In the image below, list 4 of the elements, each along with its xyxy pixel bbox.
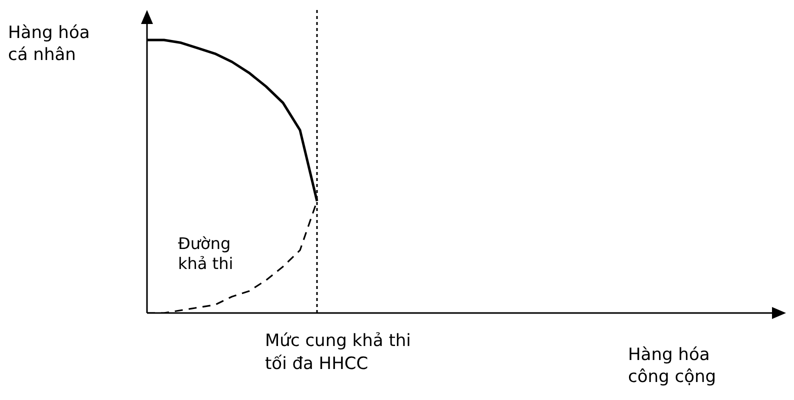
- y-axis-title: Hàng hóa cá nhân: [8, 22, 91, 66]
- annotation: Đường khả thi: [178, 234, 234, 274]
- text: Mức cung khả thi tối đa HHCC: [265, 330, 412, 376]
- x-axis-title: Hàng hóa công cộng: [628, 344, 718, 388]
